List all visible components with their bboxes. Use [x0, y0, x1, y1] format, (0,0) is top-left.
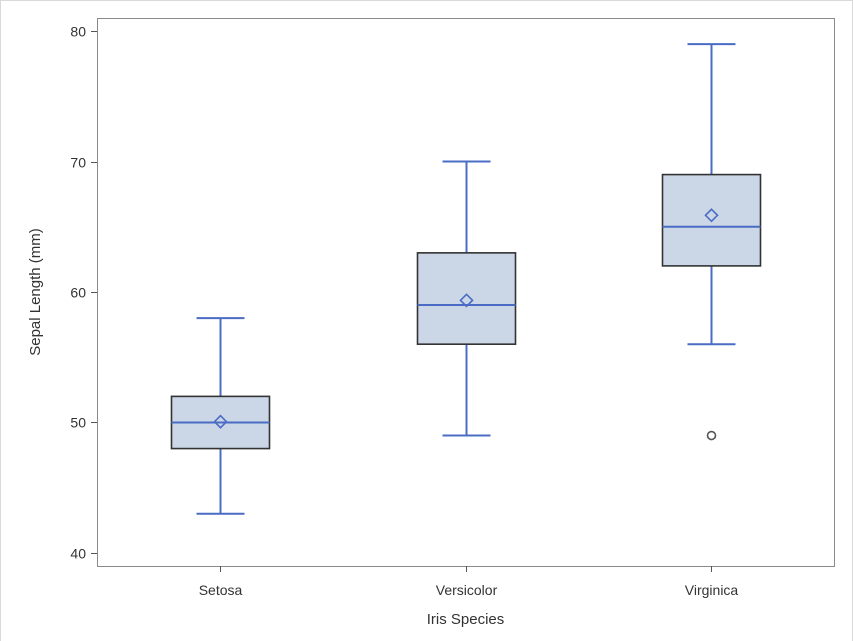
x-tick-label: Setosa [199, 582, 243, 598]
y-tick-label: 50 [70, 415, 86, 431]
mean-marker [704, 208, 719, 223]
x-tick-label: Virginica [685, 582, 739, 598]
y-tick-label: 80 [70, 24, 86, 40]
y-tick-label: 40 [70, 546, 86, 562]
y-axis: 40 50 60 70 80 [70, 24, 97, 562]
y-axis-title: Sepal Length (mm) [27, 228, 44, 356]
outlier-point [706, 430, 717, 441]
mean-marker [213, 414, 228, 429]
box-group [170, 317, 271, 515]
y-tick-label: 60 [70, 285, 86, 301]
box-group [661, 43, 762, 441]
mean-marker [459, 293, 474, 308]
x-axis: Setosa Versicolor Virginica [199, 566, 739, 598]
y-tick-label: 70 [70, 155, 86, 171]
x-axis-title: Iris Species [427, 611, 505, 628]
x-tick-label: Versicolor [436, 582, 498, 598]
box-group [416, 160, 517, 437]
boxes-layer [170, 43, 762, 515]
box-iqr [416, 252, 517, 345]
